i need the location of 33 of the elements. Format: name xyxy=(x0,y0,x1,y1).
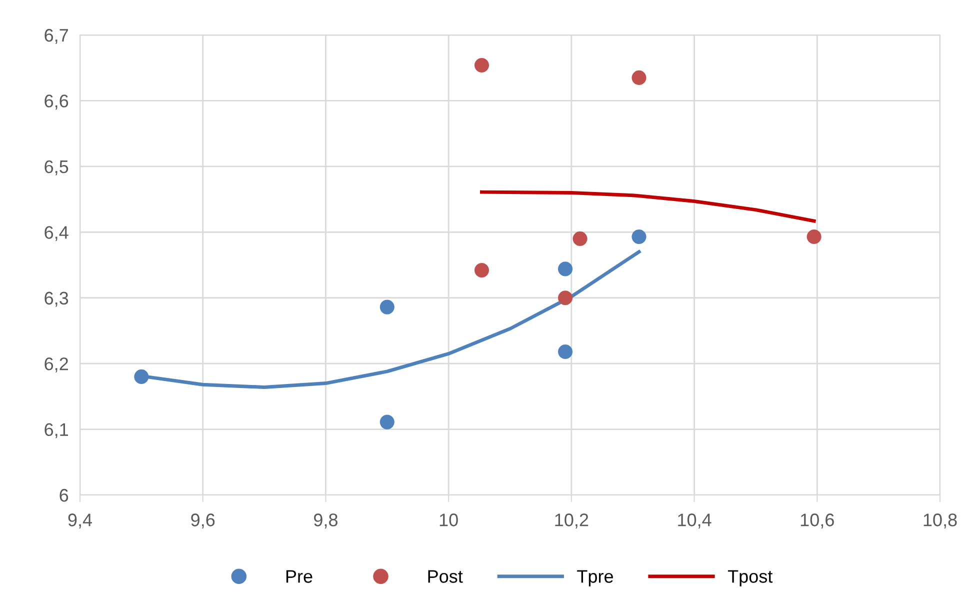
point xyxy=(474,58,490,73)
legend-label: Tpre xyxy=(577,570,613,586)
y-tick-label: 6,6 xyxy=(44,94,68,110)
y-tick-label: 6,2 xyxy=(44,358,68,372)
x-tick-label: 9,8 xyxy=(314,514,338,528)
point xyxy=(474,262,490,278)
y-tick-label: 6,4 xyxy=(44,226,68,241)
x-tick-label: 10,4 xyxy=(678,514,712,528)
point xyxy=(632,70,646,85)
point xyxy=(558,262,573,276)
y-tick-label: 6 xyxy=(60,488,68,502)
point xyxy=(558,290,573,306)
y-tick-label: 6,7 xyxy=(44,28,68,44)
y-tick-label: 6,1 xyxy=(44,423,68,438)
y-tick-label: 6,5 xyxy=(44,160,68,176)
x-tick-label: 10,6 xyxy=(800,514,834,528)
point xyxy=(380,414,394,430)
point xyxy=(558,344,573,360)
x-tick-label: 10,8 xyxy=(924,514,957,528)
x-tick-label: 9,6 xyxy=(191,514,215,528)
x-tick-label: 9,4 xyxy=(68,514,92,528)
point xyxy=(806,229,822,244)
point xyxy=(134,369,149,384)
legend-label: Post xyxy=(428,570,463,583)
x-tick-label: 10,2 xyxy=(555,514,588,528)
line-series xyxy=(480,190,816,223)
point xyxy=(572,231,588,246)
x-tick-label: 10 xyxy=(440,514,458,526)
legend-label: Tpost xyxy=(728,570,773,586)
point xyxy=(632,229,646,244)
y-tick-label: 6,3 xyxy=(44,292,68,307)
legend-label: Pre xyxy=(286,570,312,583)
point xyxy=(380,300,394,314)
